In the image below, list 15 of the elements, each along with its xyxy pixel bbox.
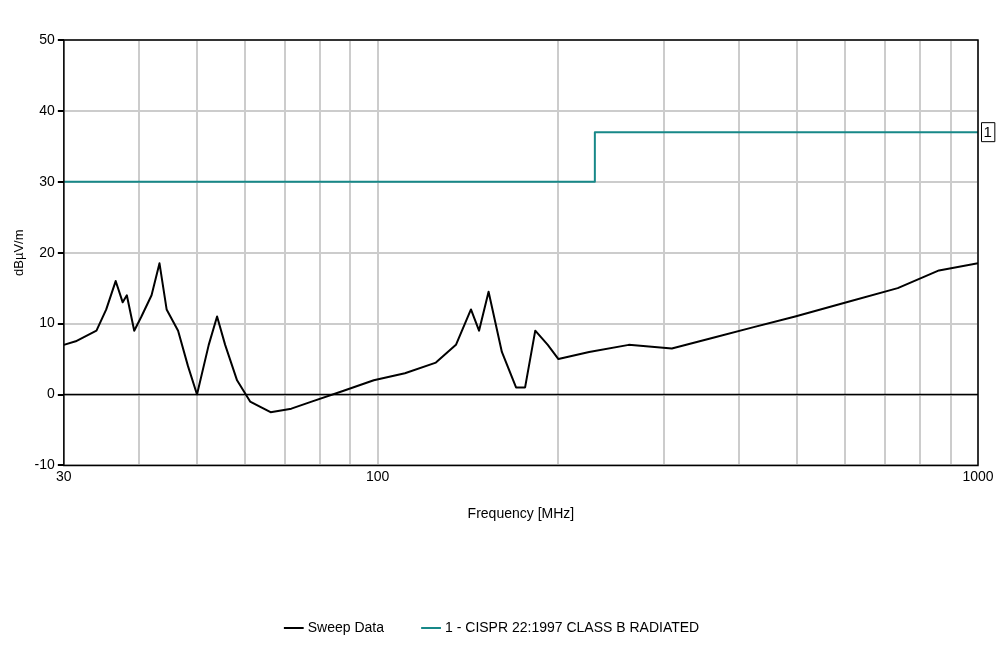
legend-label: 1 - CISPR 22:1997 CLASS B RADIATED <box>445 618 700 635</box>
x-tick-label: 1000 <box>962 467 994 484</box>
y-tick-label: 10 <box>39 314 56 331</box>
x-axis-title: Frequency [MHz] <box>467 505 575 522</box>
y-tick-label: 40 <box>39 101 56 118</box>
legend-label: Sweep Data <box>307 618 385 635</box>
x-tick-label: 30 <box>56 467 72 484</box>
y-tick-label: -10 <box>34 456 56 473</box>
y-tick-label: 50 <box>39 30 56 47</box>
annotation: 1 <box>983 123 992 141</box>
y-axis-title: dBµV/m <box>11 229 27 276</box>
y-tick-label: 20 <box>39 243 56 260</box>
x-tick-label: 100 <box>366 467 390 484</box>
y-tick-label: 30 <box>39 172 56 189</box>
y-tick-label: 0 <box>47 385 56 402</box>
